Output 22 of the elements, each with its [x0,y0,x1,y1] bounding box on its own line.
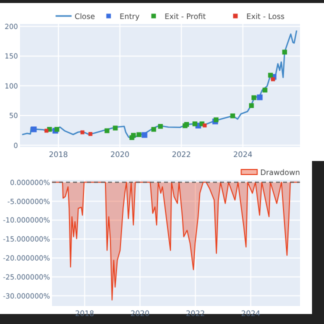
point [30,126,37,132]
point [202,123,207,128]
point [151,126,156,132]
point [282,50,288,55]
point [112,126,118,130]
point [249,103,254,108]
line-series [22,30,298,140]
point [256,94,263,100]
point [271,77,275,82]
point [44,128,48,133]
point [268,72,273,78]
point [131,132,136,138]
point [158,124,163,129]
point [88,132,92,136]
point [262,88,268,92]
point [142,132,148,138]
point [136,132,142,138]
point [104,128,110,134]
point [230,113,236,118]
point [251,95,256,100]
point [192,121,198,126]
point [80,130,84,134]
